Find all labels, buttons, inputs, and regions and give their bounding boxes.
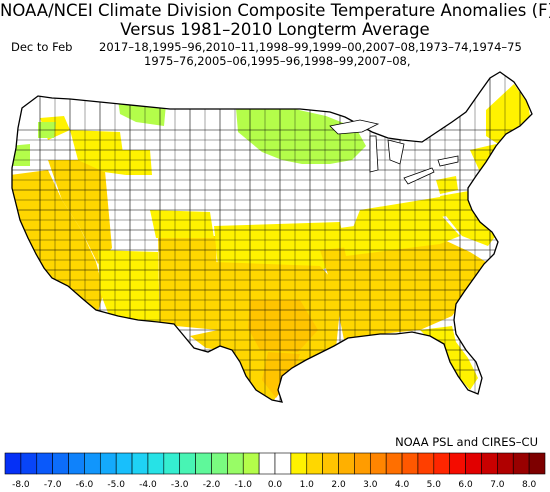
colorbar-swatch <box>449 452 466 475</box>
colorbar-swatch <box>354 452 371 475</box>
map-subtitle: Versus 1981–2010 Longterm Average <box>120 20 430 39</box>
colorbar-tick-labels: -8.0 -7.0 -6.0 -5.0 -4.0 -3.0 -2.0 -1.0 0.0 1.0 2.… <box>12 480 536 490</box>
colorbar-tick-label: -3.0 <box>171 480 189 490</box>
colorbar-swatch <box>322 452 339 475</box>
colorbar-swatch <box>481 452 498 475</box>
colorbar-tick-label: -7.0 <box>44 480 62 490</box>
colorbar-tick-label: -8.0 <box>12 480 30 490</box>
colorbar-swatch <box>227 452 244 475</box>
colorbar-tick-label: 5.0 <box>427 480 442 490</box>
colorbar-legend: -8.0 -7.0 -6.0 -5.0 -4.0 -3.0 -2.0 -1.0 0.0 1.0 2.… <box>4 452 546 490</box>
colorbar-tick-label: 6.0 <box>458 480 473 490</box>
map-title: NOAA/NCEI Climate Division Composite Tem… <box>0 1 550 20</box>
region-great-lakes-east <box>436 176 458 194</box>
colorbar-swatch <box>195 452 212 475</box>
colorbar-swatch <box>115 452 133 475</box>
region-great-basin-north <box>70 130 126 175</box>
division-borders <box>12 72 532 402</box>
colorbar-swatch <box>4 452 22 475</box>
region-central-texas <box>248 300 318 352</box>
colorbar-swatch <box>179 452 196 475</box>
region-arizona <box>98 250 160 322</box>
region-southern-plains <box>214 222 348 270</box>
region-south-texas <box>262 352 300 398</box>
region-ohio-valley <box>352 196 446 230</box>
colorbar-tick-label: 4.0 <box>395 480 410 490</box>
colorbar-tick-label: -2.0 <box>203 480 221 490</box>
colorbar-tick-label: 7.0 <box>490 480 505 490</box>
region-california <box>12 170 104 318</box>
colorbar-swatches <box>4 452 546 475</box>
lake-superior <box>329 119 380 135</box>
colorbar-tick-label: 2.0 <box>331 480 346 490</box>
colorbar-swatch <box>36 452 53 475</box>
colorbar-swatch <box>147 452 165 475</box>
colorbar-swatch <box>68 452 85 475</box>
colorbar-swatch <box>385 452 403 475</box>
colorbar-tick-label: 3.0 <box>363 480 378 490</box>
lake-huron <box>387 139 405 165</box>
lake-ontario <box>437 155 459 167</box>
us-climate-division-map <box>11 71 533 403</box>
colorbar-swatch <box>465 452 482 475</box>
colorbar-swatch <box>338 452 355 475</box>
colorbar-swatch <box>290 452 308 475</box>
colorbar-swatch <box>528 452 546 475</box>
colorbar-swatch <box>211 452 228 475</box>
colorbar-tick-label: -5.0 <box>107 480 125 490</box>
colorbar-swatch <box>163 452 181 475</box>
colorbar-swatch <box>433 452 451 475</box>
us-outline <box>11 71 533 403</box>
region-new-mexico <box>158 236 218 330</box>
composite-years-line-2: 1975–76,2005–06,1995–96,1998–99,2007–08, <box>144 54 411 68</box>
colorbar-swatch <box>274 452 292 475</box>
region-gulf-coast <box>320 238 486 340</box>
season-label: Dec to Feb <box>11 40 73 54</box>
colorbar-tick-label: -1.0 <box>234 480 252 490</box>
region-new-england <box>486 84 530 144</box>
colorbar-swatch <box>20 452 38 475</box>
colorbar-swatch <box>52 452 69 475</box>
colorbar-swatch <box>512 452 530 475</box>
colorbar-tick-label: -4.0 <box>139 480 157 490</box>
colorbar-swatch <box>497 452 514 475</box>
colorbar-tick-label: 0.0 <box>268 480 283 490</box>
colorbar-tick-label: -6.0 <box>76 480 94 490</box>
colorbar-swatch <box>417 452 435 475</box>
colorbar-swatch <box>242 452 260 475</box>
region-nevada <box>48 160 112 264</box>
region-colorado-south <box>150 210 214 238</box>
colorbar-swatch <box>306 452 323 475</box>
lake-michigan <box>369 135 379 173</box>
colorbar-swatch <box>99 452 117 475</box>
colorbar-swatch <box>369 452 387 475</box>
colorbar-swatch <box>258 452 276 475</box>
colorbar-swatch <box>131 452 149 475</box>
region-idaho-south <box>120 150 152 175</box>
colorbar-swatch <box>401 452 419 475</box>
lake-erie <box>403 167 435 185</box>
colorbar-tick-label: 1.0 <box>300 480 315 490</box>
colorbar-swatch <box>84 452 101 475</box>
colorbar-tick-label: 8.0 <box>522 480 537 490</box>
composite-years-line-1: 2017–18,1995–96,2010–11,1998–99,1999–00,… <box>99 40 522 54</box>
data-credit: NOAA PSL and CIRES–CU <box>395 435 538 449</box>
